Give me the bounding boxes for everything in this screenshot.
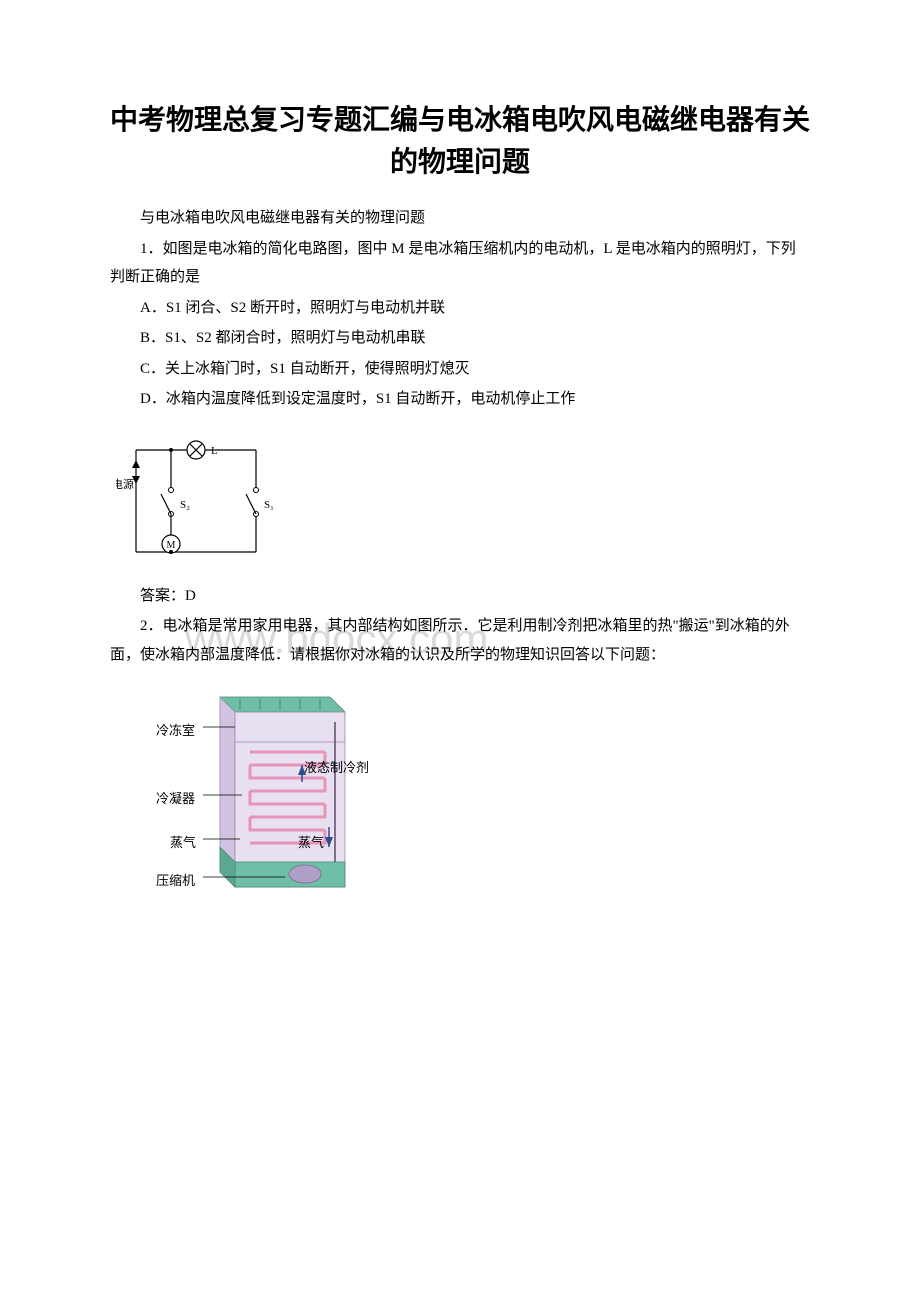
page-title: 中考物理总复习专题汇编与电冰箱电吹风电磁继电器有关的物理问题 [110, 100, 810, 184]
q1-option-a: A．S1 闭合、S2 断开时，照明灯与电动机并联 [110, 294, 810, 323]
s1-label: S₁ [264, 499, 274, 511]
power-label: 电源 [116, 477, 134, 491]
label-steam-left: 蒸气 [170, 832, 196, 851]
motor-label: M [167, 540, 176, 551]
q1-answer: 答案：D [110, 582, 810, 611]
lamp-label: L [211, 445, 218, 457]
s2-label: S₂ [180, 499, 190, 511]
label-condenser: 冷凝器 [156, 788, 195, 807]
subtitle-text: 与电冰箱电吹风电磁继电器有关的物理问题 [110, 204, 810, 233]
label-compressor: 压缩机 [156, 870, 195, 889]
label-freezer: 冷冻室 [156, 720, 195, 739]
q2-fridge-diagram: 冷冻室 液态制冷剂 冷凝器 蒸气 蒸气 压缩机 [130, 687, 810, 922]
q1-option-c: C．关上冰箱门时，S1 自动断开，使得照明灯熄灭 [110, 355, 810, 384]
q1-option-d: D．冰箱内温度降低到设定温度时，S1 自动断开，电动机停止工作 [110, 385, 810, 414]
label-steam-right: 蒸气 [298, 832, 324, 851]
q1-option-b: B．S1、S2 都闭合时，照明灯与电动机串联 [110, 324, 810, 353]
q1-stem: 1．如图是电冰箱的简化电路图，图中 M 是电冰箱压缩机内的电动机，L 是电冰箱内… [110, 235, 810, 292]
q1-circuit-diagram: S₁ L 电源 S₂ M [116, 432, 810, 572]
q2-stem: 2．电冰箱是常用家用电器，其内部结构如图所示．它是利用制冷剂把冰箱里的热"搬运"… [110, 612, 810, 669]
label-liquid: 液态制冷剂 [304, 757, 369, 776]
